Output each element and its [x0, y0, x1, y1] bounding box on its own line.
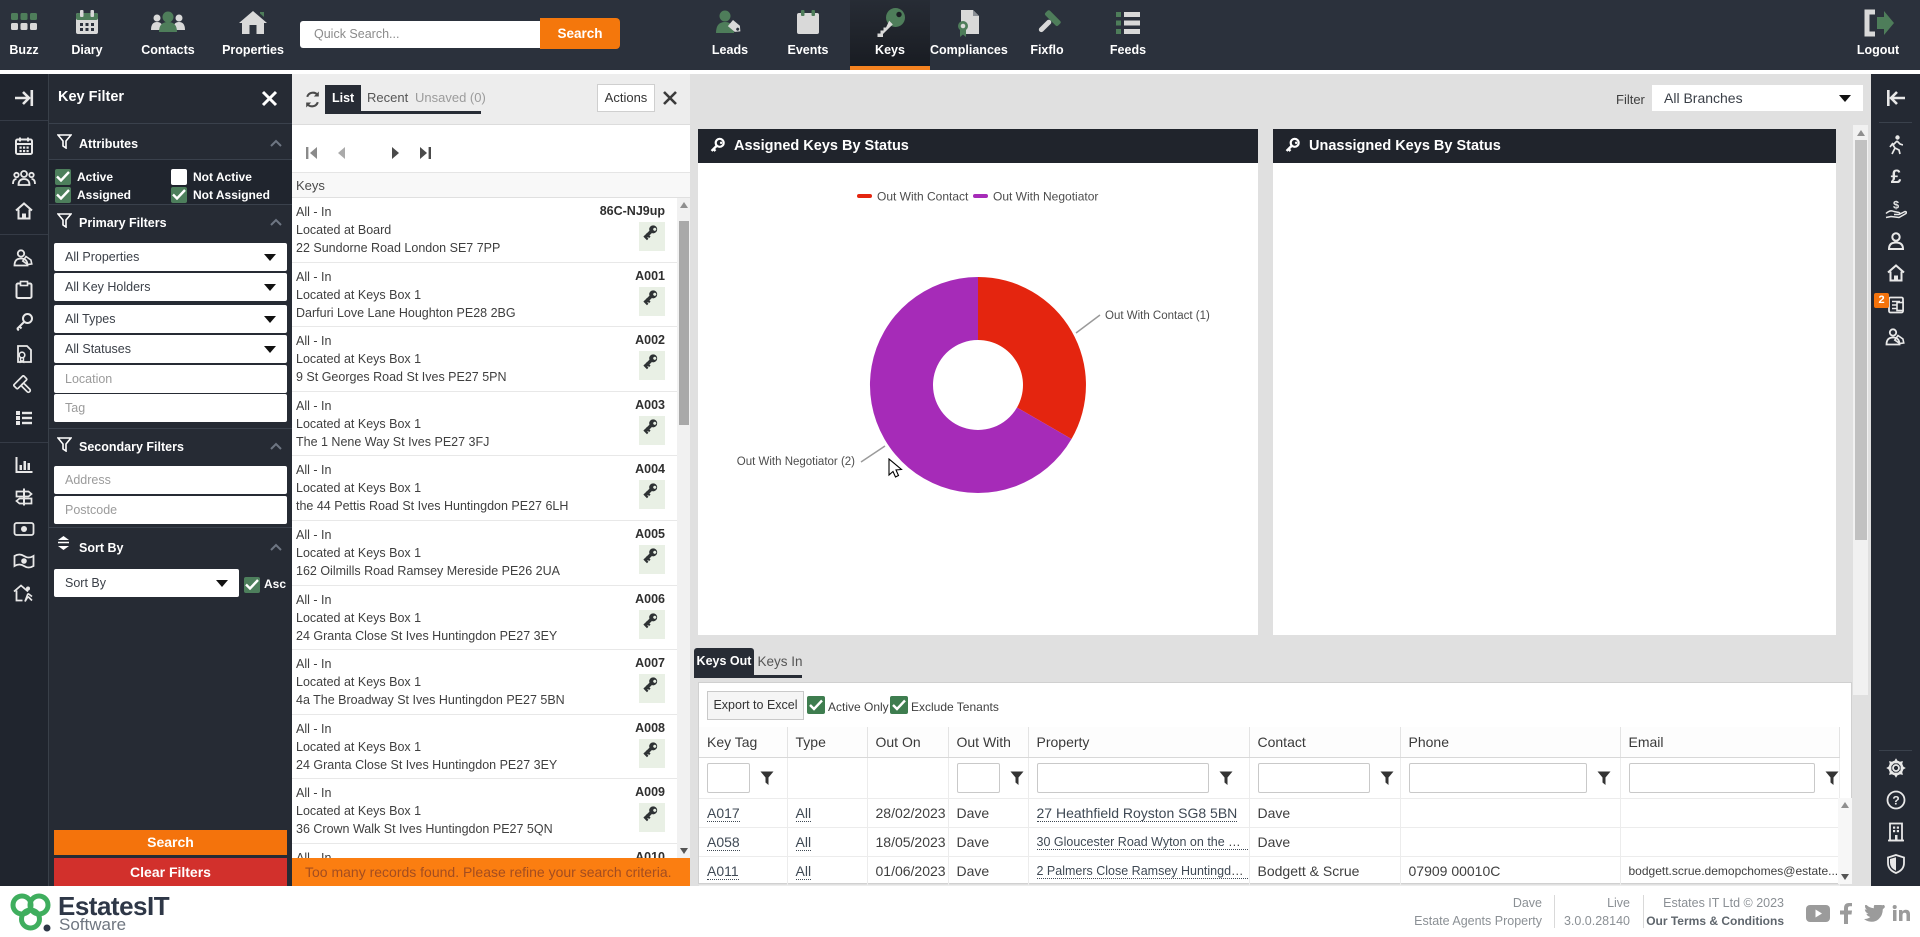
svg-text:Out With Negotiator: Out With Negotiator: [993, 190, 1098, 204]
svg-text:Out With Negotiator (2): Out With Negotiator (2): [737, 456, 855, 468]
svg-text:$: $: [1892, 200, 1898, 212]
svg-text:£: £: [1890, 168, 1901, 187]
svg-text:Out With Contact (1): Out With Contact (1): [1105, 310, 1210, 322]
svg-text:?: ?: [1892, 794, 1899, 808]
svg-text:Out With Contact: Out With Contact: [877, 190, 969, 204]
